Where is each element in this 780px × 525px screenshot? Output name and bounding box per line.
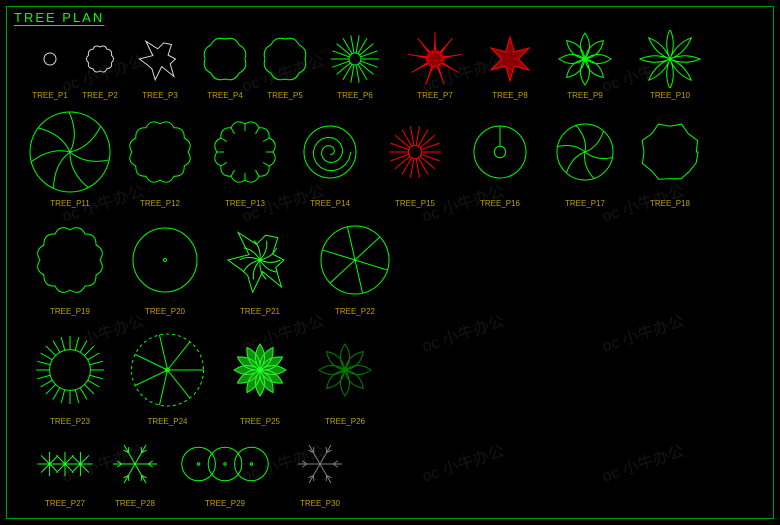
tree-label: TREE_P1 [25, 91, 75, 100]
tree-icon [460, 108, 540, 196]
tree-icon [310, 216, 400, 304]
tree-symbol-tree-p2: TREE_P2 [75, 30, 125, 100]
tree-label: TREE_P19 [25, 307, 115, 316]
tree-label: TREE_P29 [175, 499, 275, 508]
tree-icon [120, 216, 210, 304]
tree-label: TREE_P18 [630, 199, 710, 208]
tree-symbol-tree-p9: TREE_P9 [545, 30, 625, 100]
tree-symbol-tree-p12: TREE_P12 [120, 108, 200, 208]
tree-symbol-tree-p3: TREE_P3 [125, 30, 195, 100]
tree-label: TREE_P17 [545, 199, 625, 208]
tree-icon [120, 108, 200, 196]
tree-icon [195, 30, 255, 88]
tree-icon [120, 326, 215, 414]
tree-symbol-tree-p30: TREE_P30 [280, 432, 360, 508]
tree-label: TREE_P30 [280, 499, 360, 508]
tree-label: TREE_P2 [75, 91, 125, 100]
tree-label: TREE_P26 [305, 417, 385, 426]
tree-label: TREE_P11 [20, 199, 120, 208]
tree-icon [280, 432, 360, 496]
tree-symbol-tree-p5: TREE_P5 [255, 30, 315, 100]
page-title: TREE PLAN [14, 10, 104, 25]
tree-label: TREE_P10 [625, 91, 715, 100]
tree-label: TREE_P27 [30, 499, 100, 508]
tree-label: TREE_P4 [195, 91, 255, 100]
tree-icon [25, 326, 115, 414]
tree-icon [290, 108, 370, 196]
tree-icon [25, 30, 75, 88]
tree-symbol-tree-p26: TREE_P26 [305, 326, 385, 426]
tree-label: TREE_P14 [290, 199, 370, 208]
tree-label: TREE_P20 [120, 307, 210, 316]
tree-label: TREE_P9 [545, 91, 625, 100]
tree-icon [475, 30, 545, 88]
tree-icon [625, 30, 715, 88]
tree-icon [75, 30, 125, 88]
tree-symbol-tree-p27: TREE_P27 [30, 432, 100, 508]
tree-label: TREE_P16 [460, 199, 540, 208]
tree-symbol-tree-p18: TREE_P18 [630, 108, 710, 208]
tree-symbol-tree-p16: TREE_P16 [460, 108, 540, 208]
tree-icon [215, 216, 305, 304]
tree-label: TREE_P5 [255, 91, 315, 100]
tree-symbol-tree-p19: TREE_P19 [25, 216, 115, 316]
tree-symbol-tree-p11: TREE_P11 [20, 108, 120, 208]
tree-icon [20, 108, 120, 196]
tree-icon [375, 108, 455, 196]
tree-label: TREE_P6 [320, 91, 390, 100]
tree-label: TREE_P21 [215, 307, 305, 316]
tree-symbol-tree-p8: TREE_P8 [475, 30, 545, 100]
tree-label: TREE_P12 [120, 199, 200, 208]
tree-icon [30, 432, 100, 496]
tree-symbol-tree-p14: TREE_P14 [290, 108, 370, 208]
tree-symbol-tree-p10: TREE_P10 [625, 30, 715, 100]
tree-icon [305, 326, 385, 414]
tree-symbol-tree-p6: TREE_P6 [320, 30, 390, 100]
tree-icon [205, 108, 285, 196]
tree-symbol-tree-p17: TREE_P17 [545, 108, 625, 208]
tree-symbol-tree-p1: TREE_P1 [25, 30, 75, 100]
tree-icon [100, 432, 170, 496]
tree-symbol-tree-p29: TREE_P29 [175, 432, 275, 508]
tree-icon [220, 326, 300, 414]
tree-symbol-tree-p24: TREE_P24 [120, 326, 215, 426]
tree-label: TREE_P7 [395, 91, 475, 100]
tree-symbol-tree-p4: TREE_P4 [195, 30, 255, 100]
tree-icon [25, 216, 115, 304]
tree-symbol-tree-p28: TREE_P28 [100, 432, 170, 508]
tree-icon [320, 30, 390, 88]
tree-symbol-tree-p23: TREE_P23 [25, 326, 115, 426]
tree-icon [545, 30, 625, 88]
tree-label: TREE_P13 [205, 199, 285, 208]
tree-label: TREE_P25 [220, 417, 300, 426]
tree-icon [395, 30, 475, 88]
tree-symbol-tree-p21: TREE_P21 [215, 216, 305, 316]
tree-label: TREE_P23 [25, 417, 115, 426]
tree-symbol-tree-p7: TREE_P7 [395, 30, 475, 100]
tree-icon [255, 30, 315, 88]
tree-symbol-tree-p20: TREE_P20 [120, 216, 210, 316]
tree-label: TREE_P3 [125, 91, 195, 100]
tree-label: TREE_P8 [475, 91, 545, 100]
tree-symbol-tree-p22: TREE_P22 [310, 216, 400, 316]
tree-label: TREE_P28 [100, 499, 170, 508]
tree-label: TREE_P24 [120, 417, 215, 426]
tree-symbol-tree-p13: TREE_P13 [205, 108, 285, 208]
tree-icon [125, 30, 195, 88]
tree-symbol-tree-p15: TREE_P15 [375, 108, 455, 208]
tree-icon [175, 432, 275, 496]
tree-label: TREE_P15 [375, 199, 455, 208]
tree-icon [630, 108, 710, 196]
tree-icon [545, 108, 625, 196]
tree-symbol-tree-p25: TREE_P25 [220, 326, 300, 426]
tree-label: TREE_P22 [310, 307, 400, 316]
